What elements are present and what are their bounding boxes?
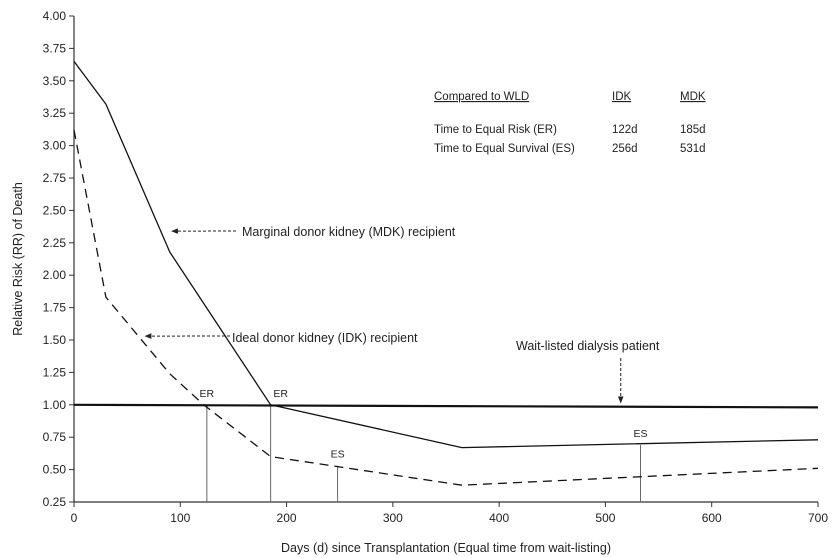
x-tick-label: 100 [170, 511, 190, 525]
y-tick-label: 2.00 [43, 268, 67, 282]
x-tick-label: 500 [595, 511, 615, 525]
x-tick-label: 0 [71, 511, 78, 525]
y-tick-label: 0.25 [43, 495, 67, 509]
table-cell: Time to Equal Risk (ER) [434, 124, 557, 136]
marker-label-er: ER [273, 388, 288, 400]
x-axis-title: Days (d) since Transplantation (Equal ti… [281, 541, 611, 555]
table-cell: 531d [680, 143, 706, 155]
comparison-table: Compared to WLD IDK MDK Time to Equal Risk … [434, 91, 706, 155]
series-line-mdk [73, 61, 819, 449]
y-tick-label: 1.25 [43, 365, 67, 379]
series-line-wld [73, 403, 819, 409]
table-cell: 256d [612, 143, 638, 155]
marker-label-es: ES [633, 428, 647, 440]
y-tick-label: 2.75 [43, 171, 67, 185]
y-tick-label: 1.50 [43, 333, 67, 347]
reference-markers: ER ER ES ES [200, 388, 648, 502]
annotation-wld: Wait-listed dialysis patient [516, 339, 660, 353]
y-tick-label: 2.50 [43, 203, 67, 217]
y-tick-label: 4.00 [43, 9, 67, 23]
table-cell: Time to Equal Survival (ES) [434, 143, 575, 155]
annotations: Marginal donor kidney (MDK) recipient Ide… [144, 225, 660, 404]
series-lines [73, 61, 819, 486]
marker-label-es: ES [331, 449, 345, 461]
y-tick-label: 3.75 [43, 41, 67, 55]
annotation-mdk: Marginal donor kidney (MDK) recipient [242, 225, 456, 239]
marker-label-er: ER [200, 388, 215, 400]
y-tick-label: 3.25 [43, 106, 67, 120]
y-tick-label: 0.75 [43, 430, 67, 444]
y-axis-title: Relative Risk (RR) of Death [11, 182, 25, 336]
y-tick-label: 1.75 [43, 301, 67, 315]
table-cell: 185d [680, 124, 706, 136]
series-line-idk [73, 129, 819, 486]
annotation-idk: Ideal donor kidney (IDK) recipient [232, 331, 418, 345]
x-tick-label: 200 [277, 511, 297, 525]
table-header-0: Compared to WLD [434, 91, 529, 103]
y-tick-label: 2.25 [43, 236, 67, 250]
table-cell: 122d [612, 124, 638, 136]
y-tick-label: 3.50 [43, 74, 67, 88]
x-tick-label: 400 [489, 511, 509, 525]
x-tick-label: 700 [808, 511, 828, 525]
y-tick-label: 0.50 [43, 463, 67, 477]
x-tick-label: 600 [702, 511, 722, 525]
y-tick-label: 1.00 [43, 398, 67, 412]
table-header-2: MDK [680, 91, 706, 103]
axes: 0.25 0.50 0.75 1.00 1.25 1.50 1.75 2.00 2.25 2.50… [43, 9, 829, 525]
x-tick-label: 300 [383, 511, 403, 525]
table-header-1: IDK [612, 91, 632, 103]
y-tick-label: 3.00 [43, 139, 67, 153]
